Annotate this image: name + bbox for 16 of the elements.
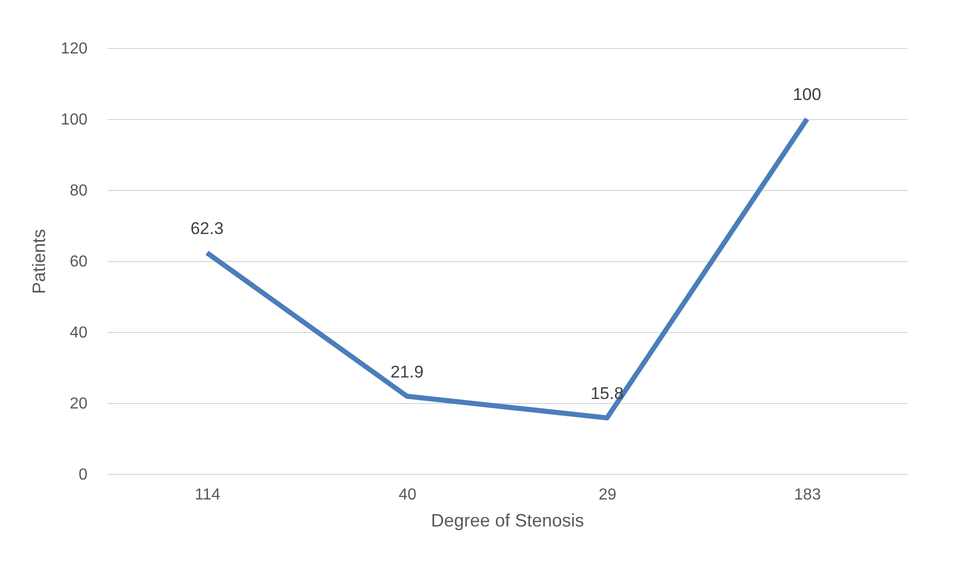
y-tick-label: 80 [70,182,88,200]
y-tick-label: 40 [70,324,88,342]
data-label: 62.3 [190,218,224,238]
data-label: 21.9 [390,362,424,382]
x-axis-title: Degree of Stenosis [430,510,584,530]
x-tick-label: 183 [794,486,821,504]
x-tick-label: 29 [598,486,616,504]
y-tick-label: 60 [70,254,88,270]
y-axis-title: Patients [28,228,49,294]
x-tick-label: 40 [398,486,416,504]
y-tick-label: 0 [78,466,88,484]
data-label: 100 [792,85,822,104]
x-tick-label: 114 [194,486,220,504]
y-tick-label: 100 [60,112,88,128]
y-tick-label: 20 [70,396,88,412]
y-tick-label: 120 [60,40,88,58]
